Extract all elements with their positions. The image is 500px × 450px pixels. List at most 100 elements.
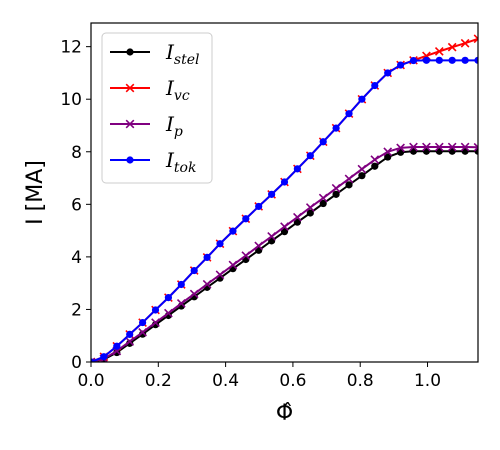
data-point-I_p <box>331 183 341 193</box>
data-point-I_p <box>254 241 264 251</box>
data-point-I_p <box>344 174 354 184</box>
legend-label: Itok <box>165 148 196 176</box>
legend-entry-I_tok: Itok <box>110 148 196 176</box>
data-point-I_tok <box>371 81 379 90</box>
data-point-I_tok <box>448 56 456 64</box>
data-point-I_p <box>228 260 238 270</box>
data-point-I_p <box>189 289 199 299</box>
y-tick-label: 4 <box>71 248 82 268</box>
data-point-I_tok <box>358 95 366 103</box>
y-tick-label: 12 <box>60 38 82 58</box>
data-point-I_tok <box>409 56 418 65</box>
legend-box <box>101 32 213 184</box>
data-point-I_p <box>305 203 315 212</box>
data-point-I_p <box>267 232 276 241</box>
data-point-I_p <box>473 142 478 152</box>
data-point-I_vc <box>447 42 457 52</box>
data-point-I_stel <box>126 339 134 347</box>
data-point-I_p <box>164 308 173 318</box>
data-point-I_tok <box>293 165 301 173</box>
data-point-I_tok <box>216 240 224 248</box>
data-point-I_stel <box>306 209 314 217</box>
data-point-I_p <box>396 143 405 153</box>
data-point-I_p <box>409 142 418 152</box>
legend: Istel Ivc Ip Itok <box>101 32 213 184</box>
data-point-I_p <box>318 193 328 203</box>
data-point-I_tok <box>177 280 185 289</box>
data-point-I_tok <box>306 152 314 160</box>
data-point-I_tok <box>435 56 443 64</box>
legend-label: Istel <box>165 40 199 68</box>
data-point-I_stel <box>345 181 353 189</box>
series-I_tok <box>91 56 478 362</box>
legend-marker <box>125 83 135 93</box>
data-point-I_tok <box>113 342 121 350</box>
data-point-I_tok <box>474 56 478 64</box>
data-point-I_stel <box>293 218 301 226</box>
data-point-I_p <box>125 337 135 346</box>
data-point-I_p <box>447 142 457 152</box>
legend-marker <box>126 48 134 56</box>
x-axis-label: Φ̂ <box>276 401 293 426</box>
data-point-I_tok <box>345 110 353 118</box>
data-point-I_tok <box>229 227 237 235</box>
data-point-I_tok <box>151 306 160 314</box>
legend-entry-I_p: Ip <box>110 112 183 140</box>
x-tick-label: 0.6 <box>279 371 306 391</box>
x-tick-label: 0.0 <box>77 371 104 391</box>
series-I_p <box>91 142 478 362</box>
x-tick-label: 0.2 <box>145 371 172 391</box>
data-point-I_tok <box>190 266 198 275</box>
axes-frame <box>90 22 479 363</box>
data-point-I_p <box>434 142 444 152</box>
data-point-I_tok <box>164 294 172 302</box>
y-tick-label: 0 <box>71 353 82 373</box>
data-point-I_stel <box>319 199 327 208</box>
data-point-I_stel <box>332 190 340 198</box>
data-point-I_p <box>241 251 251 260</box>
x-tick-label: 1.0 <box>414 371 441 391</box>
data-point-I_p <box>138 327 147 337</box>
data-point-I_p <box>151 318 160 327</box>
data-point-I_stel <box>138 330 147 338</box>
legend-label: Ivc <box>165 76 190 104</box>
legend-entry-I_stel: Istel <box>110 40 199 68</box>
data-point-I_stel <box>371 162 379 170</box>
data-point-I_p <box>176 299 186 308</box>
data-point-I_tok <box>91 358 95 362</box>
axes-layer: 0.0 0.2 0.4 0.6 0.8 1.0 0 2 4 6 8 10 12 <box>60 22 479 391</box>
y-axis-label: I [MA] <box>23 160 48 225</box>
legend-entry-I_vc: Ivc <box>110 76 190 104</box>
data-point-I_tok <box>332 124 340 132</box>
data-point-I_tok <box>397 61 405 69</box>
data-point-I_tok <box>422 56 431 64</box>
data-point-I_tok <box>461 56 469 64</box>
data-point-I_tok <box>203 253 211 262</box>
data-point-I_tok <box>268 190 276 198</box>
data-point-I_stel <box>384 153 392 161</box>
data-point-I_vc <box>460 38 470 48</box>
data-point-I_tok <box>384 69 392 77</box>
data-point-I_stel <box>280 228 289 236</box>
series-layer <box>91 34 478 362</box>
data-point-I_vc <box>473 34 478 44</box>
data-point-I_p <box>215 270 225 280</box>
data-point-I_p <box>293 212 302 222</box>
data-point-I_stel <box>358 172 366 180</box>
y-tick-label: 8 <box>71 143 82 163</box>
legend-marker <box>125 119 135 129</box>
data-point-I_tok <box>280 178 289 186</box>
data-point-I_p <box>422 142 431 152</box>
x-tick-label: 0.4 <box>212 371 239 391</box>
y-tick-label: 2 <box>71 300 82 320</box>
data-point-I_p <box>370 155 380 165</box>
data-point-I_tok <box>138 318 147 327</box>
data-point-I_tok <box>126 330 134 339</box>
y-tick-label: 6 <box>71 195 82 215</box>
y-tick-label: 10 <box>60 90 82 110</box>
data-point-I_p <box>460 142 470 152</box>
data-point-I_tok <box>319 138 327 146</box>
data-point-I_vc <box>434 47 444 56</box>
legend-marker <box>126 156 134 164</box>
